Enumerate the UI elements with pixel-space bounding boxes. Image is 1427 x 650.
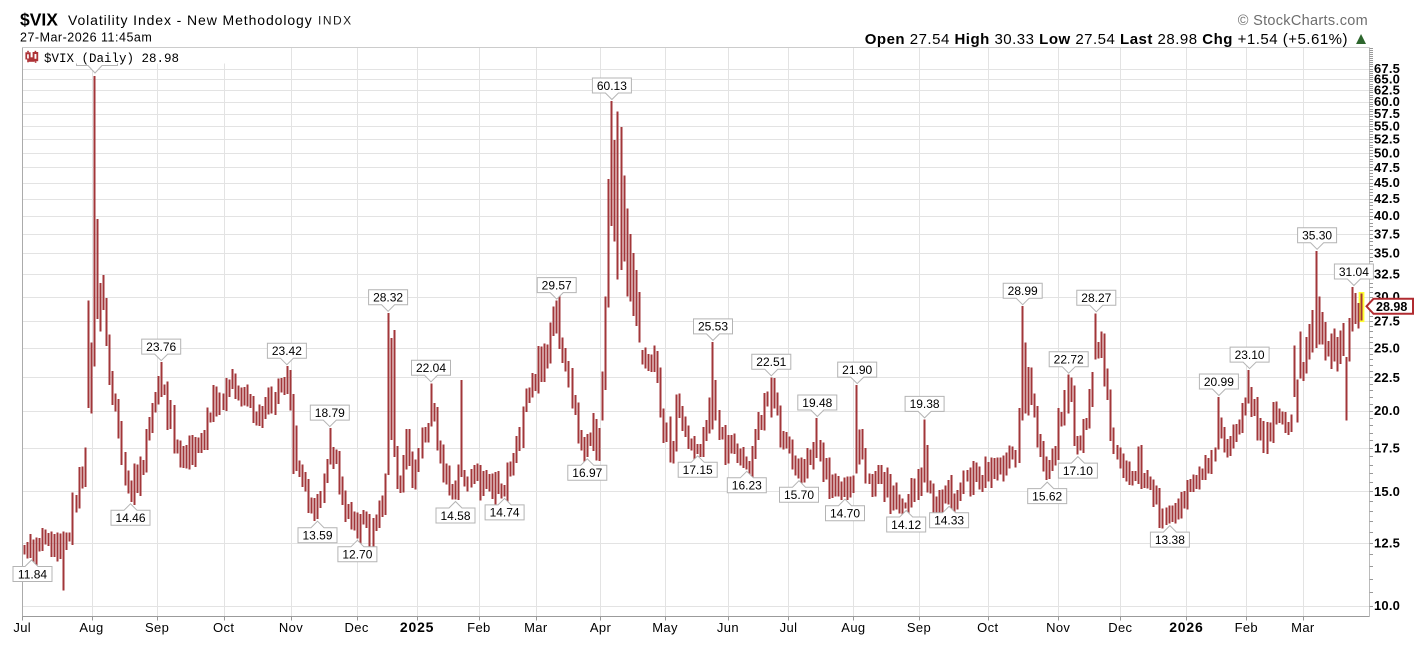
svg-text:INDX: INDX [318, 14, 353, 28]
svg-text:62.5: 62.5 [1374, 83, 1400, 98]
svg-text:12.5: 12.5 [1374, 535, 1400, 550]
svg-text:18.79: 18.79 [315, 406, 345, 420]
svg-text:16.97: 16.97 [572, 466, 602, 480]
svg-text:13.59: 13.59 [302, 529, 332, 543]
svg-text:14.46: 14.46 [115, 511, 145, 525]
svg-text:14.12: 14.12 [891, 518, 921, 532]
svg-text:15.0: 15.0 [1374, 484, 1400, 499]
svg-text:2026: 2026 [1169, 619, 1203, 635]
svg-text:12.70: 12.70 [342, 548, 372, 562]
svg-text:Jun: Jun [717, 620, 739, 635]
svg-text:10.0: 10.0 [1374, 598, 1400, 613]
svg-text:Jul: Jul [13, 620, 31, 635]
svg-text:15.70: 15.70 [784, 488, 814, 502]
svg-text:45.0: 45.0 [1374, 175, 1400, 190]
svg-text:28.27: 28.27 [1081, 291, 1111, 305]
svg-text:27-Mar-2026 11:45am: 27-Mar-2026 11:45am [20, 31, 152, 45]
svg-text:15.62: 15.62 [1032, 489, 1062, 503]
svg-text:32.5: 32.5 [1374, 267, 1400, 282]
svg-text:14.74: 14.74 [490, 506, 520, 520]
svg-text:28.32: 28.32 [373, 291, 403, 305]
svg-text:Feb: Feb [467, 620, 490, 635]
svg-text:65.0: 65.0 [1374, 72, 1400, 87]
svg-text:23.42: 23.42 [272, 344, 302, 358]
svg-text:22.51: 22.51 [756, 355, 786, 369]
svg-text:29.57: 29.57 [542, 278, 572, 292]
svg-text:60.0: 60.0 [1374, 94, 1400, 109]
svg-text:22.5: 22.5 [1374, 370, 1400, 385]
svg-text:Dec: Dec [345, 620, 369, 635]
svg-text:13.38: 13.38 [1155, 533, 1185, 547]
svg-text:17.5: 17.5 [1374, 441, 1400, 456]
svg-text:$VIX: $VIX [20, 10, 58, 30]
svg-text:22.04: 22.04 [416, 361, 446, 375]
svg-text:Nov: Nov [1046, 620, 1070, 635]
svg-text:Oct: Oct [977, 620, 998, 635]
svg-text:Aug: Aug [79, 620, 103, 635]
svg-text:14.70: 14.70 [830, 507, 860, 521]
svg-text:37.5: 37.5 [1374, 226, 1400, 241]
svg-text:Open 27.54 High 30.33 Low 27.5: Open 27.54 High 30.33 Low 27.54 Last 28.… [865, 29, 1370, 48]
svg-text:28.99: 28.99 [1008, 284, 1038, 298]
svg-text:17.10: 17.10 [1063, 464, 1093, 478]
svg-text:2025: 2025 [400, 619, 434, 635]
svg-text:Jul: Jul [780, 620, 798, 635]
svg-text:47.5: 47.5 [1374, 160, 1400, 175]
svg-text:21.90: 21.90 [842, 363, 872, 377]
svg-text:Sep: Sep [145, 620, 169, 635]
svg-text:57.5: 57.5 [1374, 106, 1400, 121]
svg-text:May: May [652, 620, 678, 635]
svg-text:11.84: 11.84 [18, 567, 47, 581]
svg-text:14.58: 14.58 [440, 509, 470, 523]
svg-text:Oct: Oct [213, 620, 234, 635]
svg-text:25.0: 25.0 [1374, 340, 1400, 355]
svg-text:20.99: 20.99 [1204, 375, 1234, 389]
svg-text:22.72: 22.72 [1054, 353, 1084, 367]
svg-text:19.38: 19.38 [910, 397, 940, 411]
svg-text:60.13: 60.13 [597, 79, 627, 93]
svg-text:35.0: 35.0 [1374, 246, 1400, 261]
svg-text:Apr: Apr [590, 620, 612, 635]
svg-text:27.5: 27.5 [1374, 314, 1400, 329]
svg-text:31.04: 31.04 [1339, 265, 1369, 279]
svg-text:17.15: 17.15 [683, 463, 713, 477]
svg-text:Aug: Aug [841, 620, 865, 635]
svg-text:14.33: 14.33 [934, 514, 964, 528]
svg-text:55.0: 55.0 [1374, 119, 1400, 134]
svg-text:40.0: 40.0 [1374, 208, 1400, 223]
svg-text:Sep: Sep [907, 620, 931, 635]
svg-text:28.98: 28.98 [1376, 300, 1407, 314]
svg-text:23.76: 23.76 [146, 340, 176, 354]
svg-text:52.5: 52.5 [1374, 132, 1400, 147]
svg-text:Dec: Dec [1108, 620, 1132, 635]
svg-text:Feb: Feb [1235, 620, 1258, 635]
svg-text:Nov: Nov [279, 620, 303, 635]
svg-text:19.48: 19.48 [802, 396, 832, 410]
svg-text:Volatility Index - New Methodo: Volatility Index - New Methodology [68, 12, 313, 28]
svg-text:16.23: 16.23 [732, 479, 762, 493]
svg-text:50.0: 50.0 [1374, 145, 1400, 160]
svg-text:Mar: Mar [524, 620, 548, 635]
svg-text:23.10: 23.10 [1235, 348, 1265, 362]
svg-text:20.0: 20.0 [1374, 403, 1400, 418]
svg-text:35.30: 35.30 [1302, 229, 1332, 243]
svg-text:42.5: 42.5 [1374, 191, 1400, 206]
svg-text:25.53: 25.53 [698, 320, 728, 334]
svg-text:67.5: 67.5 [1374, 61, 1400, 76]
svg-text:$VIX (Daily) 28.98: $VIX (Daily) 28.98 [44, 52, 179, 66]
svg-text:Mar: Mar [1291, 620, 1315, 635]
svg-text:© StockCharts.com: © StockCharts.com [1238, 13, 1368, 29]
